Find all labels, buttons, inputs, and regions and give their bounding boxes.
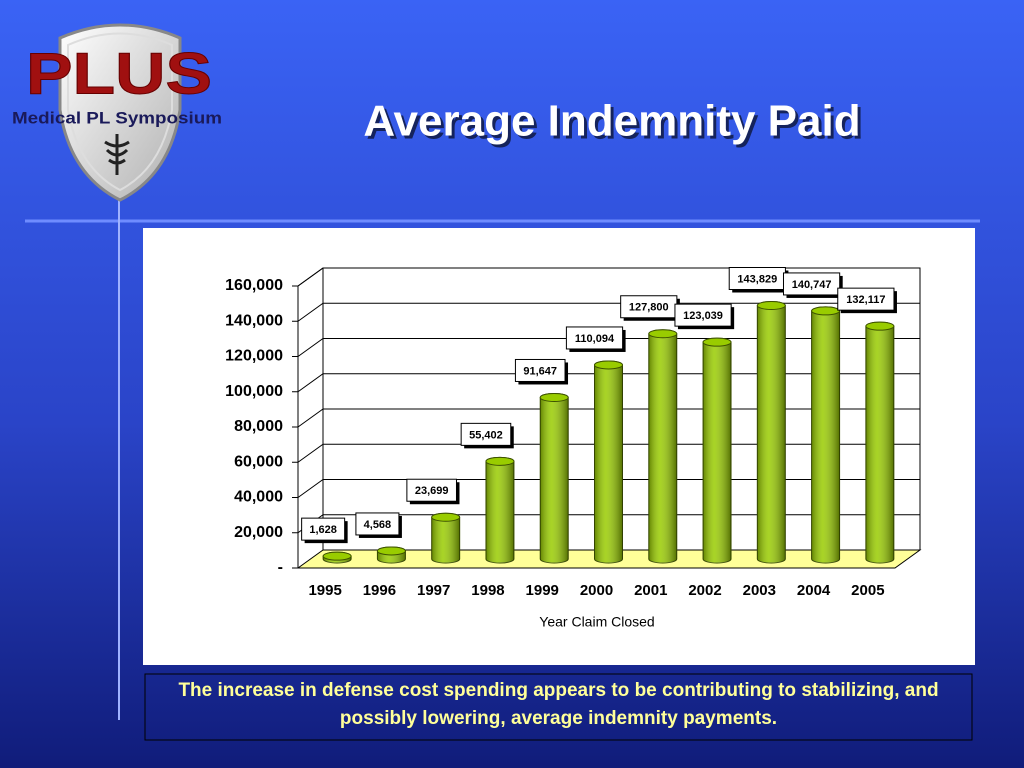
x-tick-label: 2005	[851, 582, 884, 599]
y-tick-label: 20,000	[234, 524, 283, 541]
y-tick-label: 60,000	[234, 453, 283, 470]
y-tick-label: 160,000	[225, 277, 283, 294]
y-tick-label: 120,000	[225, 348, 283, 365]
plot: - 20,000 40,000 60,000 80,000 100,000 120,000 1…	[225, 267, 922, 599]
bar-shade	[431, 513, 460, 563]
bar	[376, 546, 406, 564]
bar	[539, 392, 569, 564]
bar	[594, 360, 623, 564]
x-tick-label: 1999	[526, 582, 559, 599]
x-tick-label: 1996	[363, 582, 396, 599]
value-label: 4,568	[364, 519, 392, 531]
value-label-box	[355, 512, 400, 536]
value-label-box	[514, 358, 566, 382]
bar-shade	[865, 322, 894, 563]
bar-top	[431, 512, 461, 522]
value-label: 23,699	[415, 485, 449, 497]
x-tick-label: 1997	[417, 582, 450, 599]
logo-title: PLUS	[26, 41, 212, 106]
bar	[756, 301, 786, 564]
value-label: 1,628	[309, 524, 337, 536]
x-tick-label: 2003	[743, 582, 776, 599]
bar-shade	[594, 360, 623, 563]
caption-box	[144, 673, 973, 741]
bar-shade	[811, 306, 840, 563]
bar	[485, 456, 515, 564]
value-label-box	[406, 478, 457, 502]
x-tick-label: 1995	[308, 582, 341, 599]
value-label: 140,747	[792, 279, 832, 291]
bar	[865, 321, 895, 564]
value-label: 110,094	[575, 333, 615, 345]
bar-shade	[485, 457, 514, 563]
value-label: 55,402	[469, 429, 503, 441]
x-tick-label: 2004	[797, 582, 831, 599]
bar	[811, 306, 841, 564]
title-shadow: Average Indemnity Paid	[366, 100, 863, 149]
grid-line	[297, 267, 920, 287]
bar	[702, 337, 732, 564]
bar-shade	[648, 329, 677, 563]
bar-top	[322, 551, 352, 561]
y-tick-label: 80,000	[234, 418, 283, 435]
y-tick-label: -	[278, 559, 283, 576]
bar-shade	[540, 393, 569, 563]
value-label-box	[837, 287, 895, 311]
bar-shade	[703, 338, 732, 563]
y-tick-label: 40,000	[234, 489, 283, 506]
value-label-box	[301, 517, 346, 541]
bar-top	[756, 301, 786, 311]
bar-top	[702, 337, 732, 347]
grid-line	[297, 302, 920, 322]
bar	[322, 551, 352, 564]
chart-title: Average Indemnity Paid	[363, 97, 860, 146]
value-label: 91,647	[523, 365, 557, 377]
logo-subtitle: Medical PL Symposium	[12, 108, 222, 127]
logo-shield	[58, 23, 182, 202]
x-tick-label: 1998	[471, 582, 504, 599]
y-tick-label: 100,000	[225, 383, 283, 400]
bar-top	[485, 456, 515, 466]
x-tick-label: 2001	[634, 582, 667, 599]
y-tick-label: 140,000	[225, 312, 283, 329]
x-axis-label: Year Claim Closed	[539, 614, 654, 630]
caption-holder: The increase in defense cost spending ap…	[178, 680, 939, 729]
bar-top	[648, 329, 678, 339]
value-label: 127,800	[629, 302, 669, 314]
bar-top	[865, 321, 895, 331]
bar-top	[376, 546, 406, 556]
x-tick-label: 2002	[688, 582, 721, 599]
caption: The increase in defense cost spending ap…	[178, 680, 939, 729]
logo-icon	[104, 134, 130, 175]
bar-top	[539, 392, 569, 402]
value-label: 143,829	[737, 273, 777, 285]
value-label-box	[674, 303, 732, 327]
value-label-box	[565, 326, 624, 350]
bar-shade	[757, 301, 786, 563]
value-label: 132,117	[846, 294, 885, 306]
bar-top	[811, 306, 841, 316]
x-tick-label: 2000	[580, 582, 613, 599]
bar-top	[594, 360, 623, 370]
value-label: 123,039	[683, 310, 723, 322]
value-label-box	[782, 272, 841, 296]
value-label-box	[460, 422, 512, 446]
bar	[648, 329, 678, 564]
bar	[431, 512, 461, 564]
logo-shield	[67, 32, 173, 192]
